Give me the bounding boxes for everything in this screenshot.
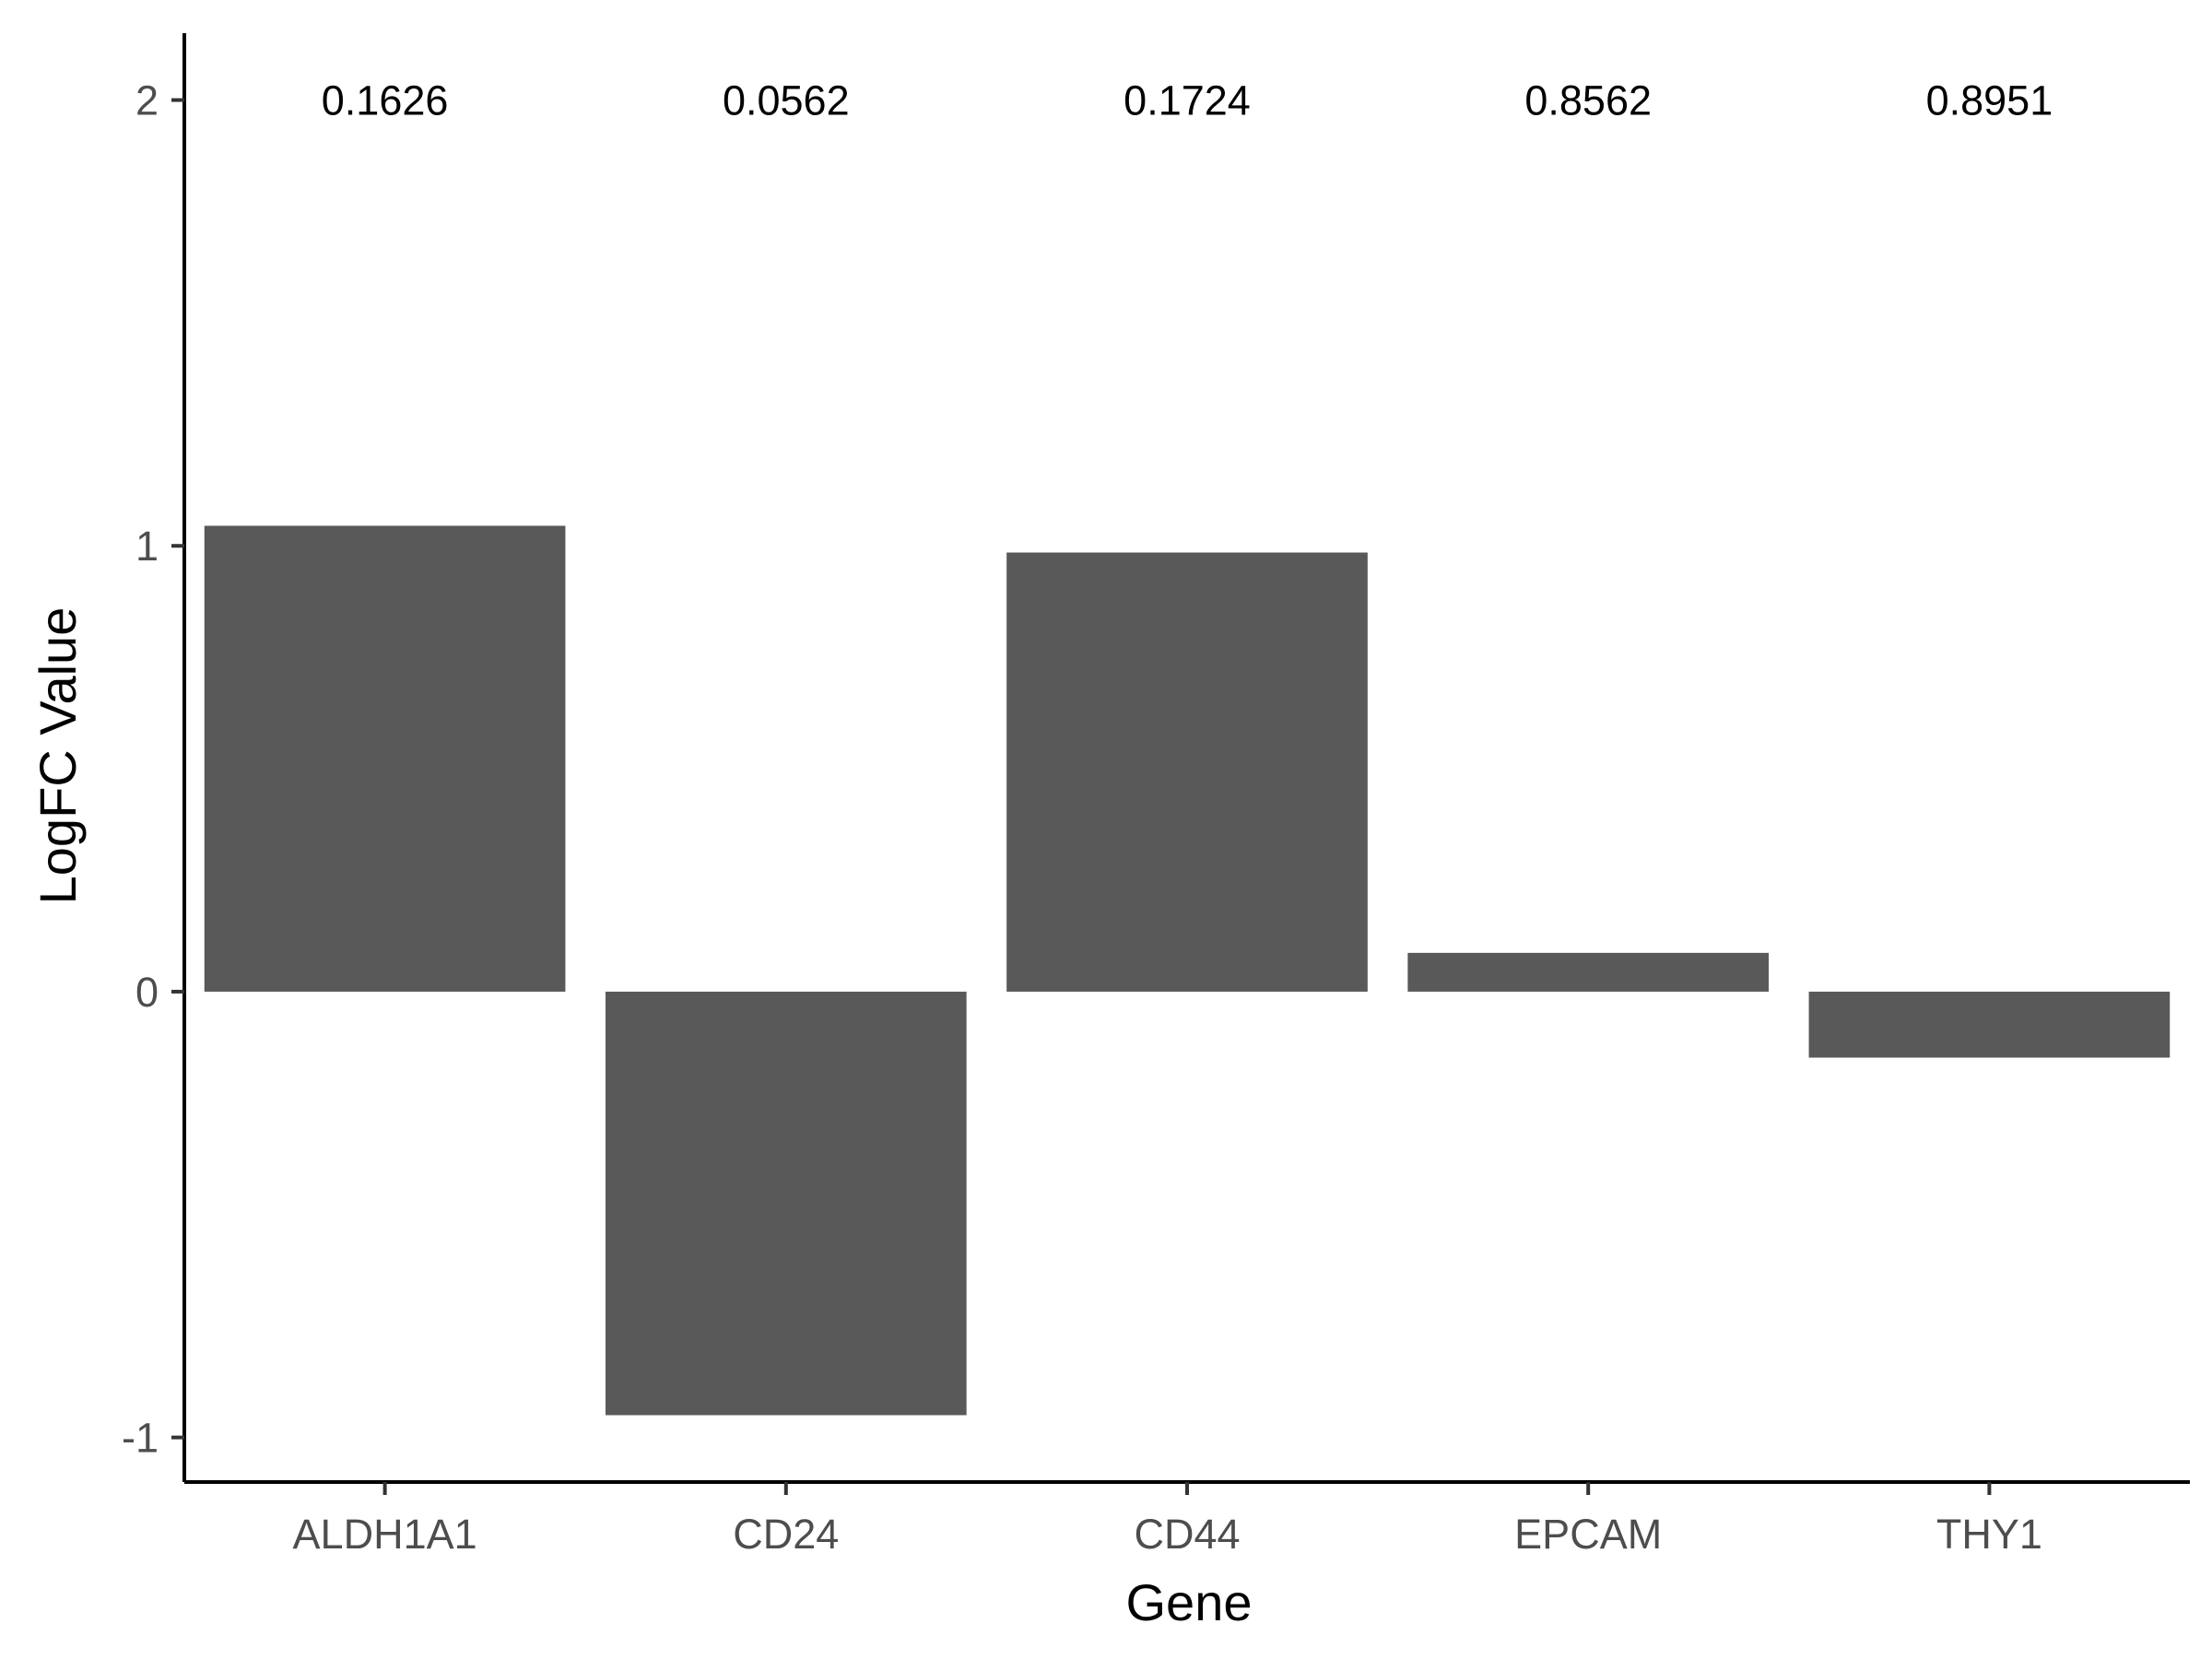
y-tick-label: -1 <box>122 1415 159 1462</box>
x-axis: ALDH1A1 CD24 CD44 EPCAM THY1 <box>184 1480 2190 1558</box>
x-tick-label-cd24: CD24 <box>733 1511 839 1558</box>
x-tick-label-cd44: CD44 <box>1134 1511 1240 1558</box>
x-tick-label-epcam: EPCAM <box>1514 1511 1662 1558</box>
bar-aldh1a1 <box>204 525 566 992</box>
data-label-epcam: 0.8562 <box>1524 77 1652 124</box>
y-tick-label: 0 <box>135 969 159 1016</box>
bars-group <box>204 525 2171 1416</box>
bar-cd24 <box>605 991 967 1416</box>
data-label-aldh1a1: 0.1626 <box>322 77 449 124</box>
y-axis-title: LogFC Value <box>29 607 87 905</box>
data-label-cd44: 0.1724 <box>1124 77 1251 124</box>
data-labels-group: 0.1626 0.0562 0.1724 0.8562 0.8951 <box>322 77 2053 124</box>
data-label-thy1: 0.8951 <box>1926 77 2053 124</box>
bar-thy1 <box>1808 991 2171 1058</box>
bar-epcam <box>1407 952 1770 992</box>
y-tick-label: 1 <box>135 523 159 570</box>
y-tick-label: 2 <box>135 77 159 124</box>
bar-cd44 <box>1006 552 1368 992</box>
data-label-cd24: 0.0562 <box>723 77 850 124</box>
x-axis-title: Gene <box>1126 1573 1253 1631</box>
y-axis: -1 0 1 2 <box>122 33 186 1482</box>
x-tick-label-aldh1a1: ALDH1A1 <box>293 1511 477 1558</box>
x-tick-label-thy1: THY1 <box>1936 1511 2042 1558</box>
